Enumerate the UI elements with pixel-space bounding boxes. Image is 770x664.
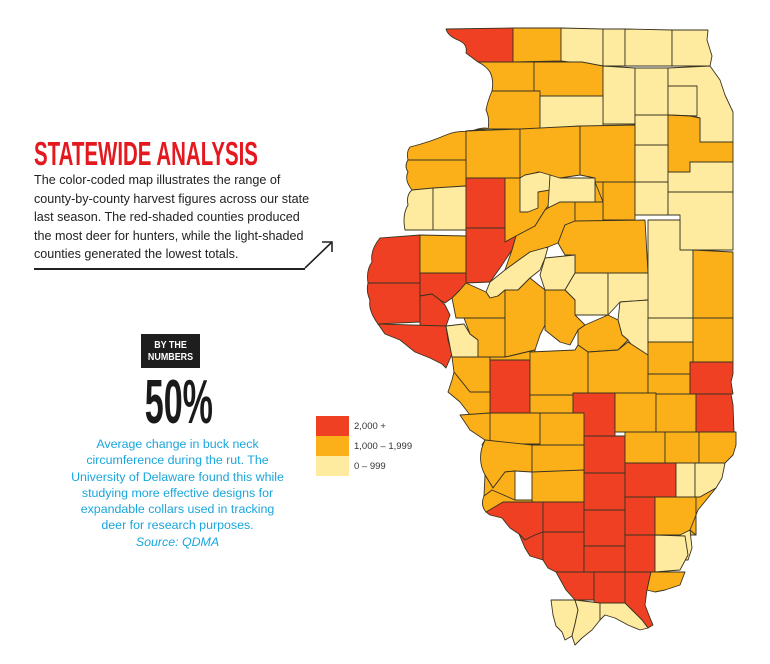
badge-line-1: BY THE <box>154 339 187 351</box>
legend-label: 2,000 + <box>354 420 386 432</box>
county-jo-daviess <box>445 27 514 63</box>
legend-item-high: 2,000 + <box>316 416 412 436</box>
legend-item-mid: 1,000 – 1,999 <box>316 436 412 456</box>
legend-swatch-low <box>316 456 349 476</box>
legend-item-low: 0 – 999 <box>316 456 412 476</box>
legend-label: 0 – 999 <box>354 460 386 472</box>
legend-swatch-mid <box>316 436 349 456</box>
map-legend: 2,000 + 1,000 – 1,999 0 – 999 <box>316 416 412 476</box>
badge-line-2: NUMBERS <box>147 351 194 363</box>
legend-swatch-high <box>316 416 349 436</box>
stat-description: Average change in buck neck circumferenc… <box>71 437 284 533</box>
arrow-icon <box>304 241 333 269</box>
divider-line <box>34 268 305 270</box>
legend-label: 1,000 – 1,999 <box>354 440 413 452</box>
by-the-numbers-badge: BY THE NUMBERS <box>141 334 200 368</box>
stat-source: Source: QDMA <box>135 534 220 549</box>
page-title: STATEWIDE ANALYSIS <box>34 135 258 172</box>
intro-paragraph: The color-coded map illustrates the rang… <box>34 173 310 261</box>
stat-value: 50% <box>144 368 214 437</box>
stat-description-block: Average change in buck neck circumferenc… <box>70 436 285 550</box>
